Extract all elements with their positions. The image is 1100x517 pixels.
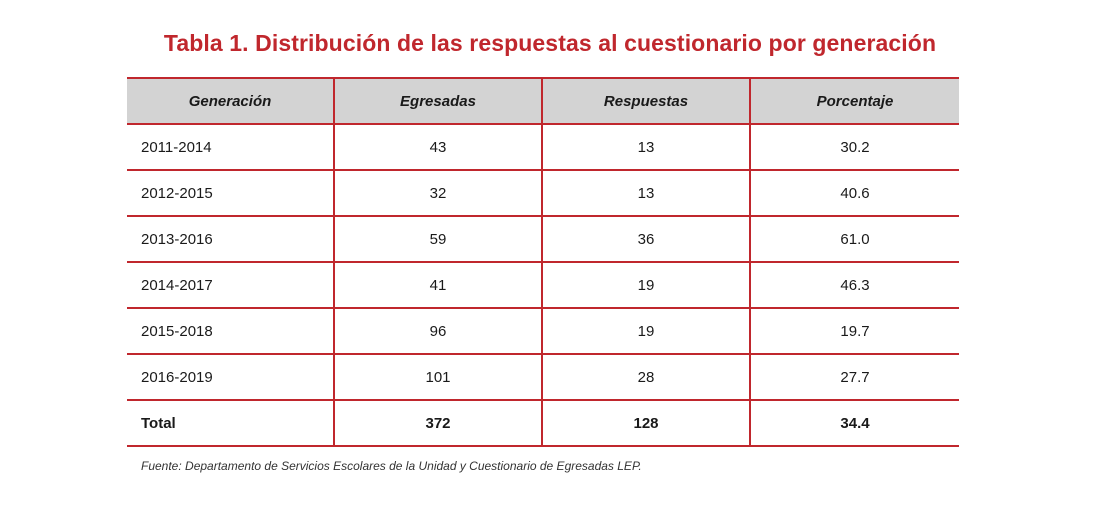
cell-porcentaje: 27.7	[749, 353, 959, 401]
table-row: 2013-2016 59 36 61.0	[127, 215, 959, 263]
cell-generacion: 2015-2018	[127, 307, 334, 355]
table-row: 2014-2017 41 19 46.3	[127, 261, 959, 309]
cell-egresadas: 59	[333, 215, 542, 263]
header-egresadas: Egresadas	[333, 77, 542, 125]
cell-respuestas: 19	[541, 261, 750, 309]
total-row: Total 372 128 34.4	[127, 399, 959, 447]
cell-porcentaje: 40.6	[749, 169, 959, 217]
cell-egresadas: 32	[333, 169, 542, 217]
total-label: Total	[127, 399, 334, 447]
cell-porcentaje: 61.0	[749, 215, 959, 263]
cell-egresadas: 96	[333, 307, 542, 355]
cell-egresadas: 41	[333, 261, 542, 309]
table-row: 2011-2014 43 13 30.2	[127, 123, 959, 171]
table-row: 2015-2018 96 19 19.7	[127, 307, 959, 355]
table-row: 2012-2015 32 13 40.6	[127, 169, 959, 217]
total-respuestas: 128	[541, 399, 750, 447]
total-egresadas: 372	[333, 399, 542, 447]
cell-generacion: 2012-2015	[127, 169, 334, 217]
source-note: Fuente: Departamento de Servicios Escola…	[141, 459, 642, 473]
cell-generacion: 2011-2014	[127, 123, 334, 171]
header-generacion: Generación	[127, 77, 334, 125]
header-respuestas: Respuestas	[541, 77, 750, 125]
cell-generacion: 2014-2017	[127, 261, 334, 309]
total-porcentaje: 34.4	[749, 399, 959, 447]
cell-respuestas: 13	[541, 169, 750, 217]
cell-porcentaje: 30.2	[749, 123, 959, 171]
cell-respuestas: 36	[541, 215, 750, 263]
cell-respuestas: 13	[541, 123, 750, 171]
header-porcentaje: Porcentaje	[749, 77, 959, 125]
data-table: Generación Egresadas Respuestas Porcenta…	[127, 77, 959, 447]
header-row: Generación Egresadas Respuestas Porcenta…	[127, 77, 959, 125]
table-row: 2016-2019 101 28 27.7	[127, 353, 959, 401]
cell-respuestas: 19	[541, 307, 750, 355]
cell-porcentaje: 46.3	[749, 261, 959, 309]
cell-porcentaje: 19.7	[749, 307, 959, 355]
cell-respuestas: 28	[541, 353, 750, 401]
cell-egresadas: 101	[333, 353, 542, 401]
cell-generacion: 2013-2016	[127, 215, 334, 263]
cell-generacion: 2016-2019	[127, 353, 334, 401]
table-title: Tabla 1. Distribución de las respuestas …	[163, 30, 937, 56]
cell-egresadas: 43	[333, 123, 542, 171]
